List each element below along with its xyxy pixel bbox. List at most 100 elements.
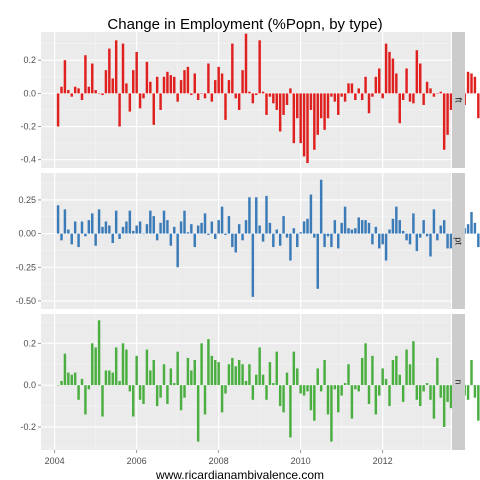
- bar: [422, 385, 425, 392]
- bar: [289, 233, 292, 261]
- y-tick-label: 0.2: [23, 55, 36, 65]
- bar: [190, 224, 193, 234]
- bar: [94, 347, 97, 386]
- bar: [145, 224, 149, 234]
- bar: [169, 233, 173, 246]
- bar: [173, 76, 176, 94]
- bar: [179, 385, 183, 411]
- bar: [132, 70, 135, 94]
- bar: [285, 372, 289, 386]
- bar: [258, 40, 261, 94]
- bar: [138, 385, 142, 400]
- bar: [132, 230, 135, 234]
- bar: [326, 385, 330, 415]
- bar: [227, 216, 231, 234]
- bar: [97, 209, 101, 234]
- bar: [477, 93, 480, 119]
- y-tick-label: 0.2: [23, 338, 36, 348]
- bar: [70, 374, 73, 386]
- bar: [56, 93, 60, 127]
- bar: [63, 209, 67, 234]
- bar: [343, 206, 347, 234]
- bar: [77, 233, 80, 248]
- bar: [299, 385, 302, 394]
- bar: [97, 93, 101, 94]
- bar: [87, 86, 91, 94]
- bar: [285, 233, 289, 238]
- bar: [80, 378, 84, 386]
- bar: [268, 93, 272, 97]
- bar: [94, 90, 97, 94]
- bar: [265, 385, 268, 400]
- bar: [306, 385, 309, 392]
- bar: [255, 374, 258, 386]
- bar: [125, 349, 128, 386]
- bar: [401, 385, 405, 402]
- bar: [84, 55, 87, 94]
- bar: [91, 63, 94, 94]
- bar: [337, 233, 340, 249]
- bar: [214, 80, 217, 94]
- bar: [330, 93, 333, 97]
- bar: [207, 233, 210, 235]
- bar: [193, 73, 196, 94]
- bar: [196, 93, 200, 100]
- bar: [432, 93, 436, 97]
- y-tick-label: 0.00: [18, 229, 36, 239]
- bar: [405, 349, 408, 386]
- bar: [244, 220, 248, 234]
- bar: [60, 380, 63, 386]
- bar: [200, 222, 203, 234]
- y-tick-label: -0.25: [15, 262, 36, 272]
- bar: [282, 216, 285, 234]
- bar: [104, 70, 108, 94]
- bar: [60, 233, 63, 241]
- bar: [466, 71, 470, 94]
- bar: [114, 210, 118, 234]
- bar: [207, 339, 210, 386]
- bar: [436, 357, 439, 386]
- bar: [272, 233, 275, 248]
- bar: [412, 341, 415, 386]
- bar: [60, 86, 63, 94]
- bar: [220, 73, 224, 94]
- bar: [395, 206, 398, 234]
- bar: [319, 179, 323, 234]
- bar: [193, 360, 196, 386]
- bar: [429, 385, 432, 400]
- bar: [258, 225, 261, 234]
- bar: [210, 93, 214, 102]
- bar: [419, 63, 422, 94]
- bar: [162, 76, 166, 94]
- bar: [135, 355, 138, 386]
- bar: [446, 385, 449, 402]
- bar: [412, 93, 415, 104]
- bar: [114, 347, 118, 386]
- bar: [220, 385, 224, 413]
- bar: [398, 374, 401, 386]
- bar: [70, 233, 73, 245]
- facet-panels: -0.4 -0.2 0.0 0.2 ft -0.50 -0.25 0.00 0.25 pt -0.2…: [15, 32, 480, 450]
- bar: [237, 360, 241, 386]
- bar: [142, 233, 145, 235]
- bar: [166, 71, 169, 94]
- bar: [398, 93, 401, 124]
- bar: [244, 33, 248, 94]
- bar: [101, 226, 104, 234]
- bar: [419, 233, 422, 238]
- bar: [135, 51, 138, 94]
- bar: [296, 93, 299, 119]
- bar: [289, 88, 292, 94]
- bar: [343, 383, 347, 386]
- bar: [261, 374, 265, 386]
- bar: [258, 347, 261, 386]
- bar: [220, 206, 224, 234]
- bar: [203, 385, 207, 415]
- bar: [149, 81, 152, 94]
- bar: [473, 222, 477, 234]
- bar: [169, 75, 173, 94]
- bar: [401, 230, 405, 234]
- bar: [77, 88, 80, 94]
- bar: [360, 93, 364, 100]
